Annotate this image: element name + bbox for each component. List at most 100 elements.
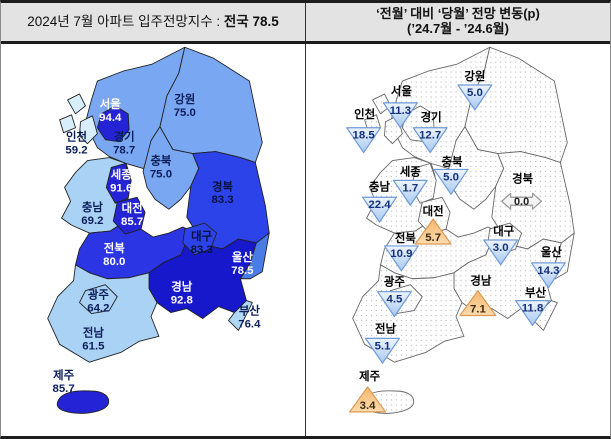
region-name-chungnam: 충남: [369, 179, 390, 193]
region-outline-chungbuk: [447, 126, 505, 210]
region-sejong: [105, 163, 132, 204]
change-value-gyeonggi: 12.7: [419, 130, 441, 142]
region-name-chungbuk: 충북: [442, 154, 463, 168]
region-label-ulsan: 울산: [232, 250, 253, 264]
left-map-panel: 경기 78.7 강원 75.0 충북 75.0 충남 69.2 경북 83.3 전북 80.0 경남 92…: [1, 44, 306, 436]
change-value-jeju: 3.4: [360, 400, 377, 412]
left-map-title: 2024년 7월 아파트 입주전망지수 : 전국 78.5: [1, 3, 306, 41]
region-value-gyeonggi: 78.7: [113, 145, 135, 157]
no-change-arrow-icon-gyeongbuk: [501, 192, 543, 210]
decrease-triangle-icon-chungnam: [362, 196, 398, 223]
change-value-sejong: 1.7: [402, 182, 418, 194]
region-label-gangwon: 강원: [174, 92, 195, 106]
region-label-chungbuk: 충북: [150, 153, 171, 167]
region-label-seoul: 서울: [100, 97, 121, 111]
decrease-triangle-icon-gyeonggi: [412, 127, 448, 154]
change-value-chungbuk: 5.0: [443, 171, 459, 183]
region-name-incheon: 인천: [354, 107, 375, 121]
region-label-chungnam: 충남: [82, 200, 103, 214]
decrease-triangle-icon-incheon: [346, 127, 382, 154]
region-label-sejong: 세종: [111, 167, 132, 181]
change-value-daejeon: 5.7: [425, 232, 441, 244]
increase-triangle-icon-daejeon: [414, 218, 452, 245]
region-name-jeju: 제주: [359, 369, 380, 383]
region-label-gyeongnam: 경남: [171, 280, 192, 294]
region-value-gwangju: 64.2: [87, 303, 109, 315]
right-map-panel: 18.5 인천 11.3 서울 12.7 경기 5.0 강원 5.0 충북 1.7 세종 22.4 충남 5…: [306, 44, 610, 436]
region-value-gyeongbuk: 83.3: [211, 194, 233, 206]
region-gwangju: [79, 284, 118, 314]
region-value-daejeon: 85.7: [121, 216, 143, 228]
region-ulsan: [239, 232, 270, 280]
region-label-jeonbuk: 전북: [104, 241, 125, 255]
change-value-seoul: 11.3: [390, 105, 412, 117]
region-incheon: [79, 115, 98, 145]
change-value-jeonnam: 5.1: [375, 340, 392, 352]
right-title-line1: ‘전월’ 대비 ‘당월’ 전망 변동(p): [376, 6, 540, 22]
change-value-busan: 11.8: [522, 303, 544, 315]
region-name-sejong: 세종: [400, 164, 421, 178]
region-name-gangwon: 강원: [464, 69, 485, 83]
region-name-daegu: 대구: [493, 224, 514, 238]
region-daejeon: [112, 196, 146, 235]
change-value-incheon: 18.5: [353, 130, 376, 142]
region-value-incheon: 59.2: [65, 145, 87, 157]
region-outline-daejeon: [417, 196, 451, 235]
region-label-gwangju: 광주: [88, 289, 109, 302]
region-jeonnam: [47, 264, 160, 363]
region-label-daegu: 대구: [191, 229, 212, 243]
map-area: 경기 78.7 강원 75.0 충북 75.0 충남 69.2 경북 83.3 전북 80.0 경남 92…: [1, 44, 610, 436]
decrease-triangle-icon-seoul: [382, 102, 418, 129]
decrease-triangle-icon-gangwon: [457, 84, 493, 111]
region-name-gyeonggi: 경기: [421, 110, 442, 124]
right-map-title: ‘전월’ 대비 ‘당월’ 전망 변동(p) (’24.7월 - ’24.6월): [306, 3, 610, 41]
decrease-triangle-icon-daegu: [483, 239, 519, 266]
header-row: 2024년 7월 아파트 입주전망지수 : 전국 78.5 ‘전월’ 대비 ‘당…: [1, 3, 610, 44]
region-name-jeonnam: 전남: [375, 321, 396, 335]
region-value-jeju: 85.7: [52, 383, 74, 395]
region-value-gangwon: 75.0: [174, 107, 196, 119]
region-label-jeju: 제주: [53, 368, 74, 382]
region-daegu: [182, 222, 218, 256]
region-outline-jeonnam: [352, 264, 465, 363]
region-value-chungbuk: 75.0: [150, 168, 172, 180]
region-value-gyeongnam: 92.8: [171, 295, 193, 307]
change-symbol-map: 18.5 인천 11.3 서울 12.7 경기 5.0 강원 5.0 충북 1.7 세종 22.4 충남 5…: [346, 46, 575, 414]
decrease-triangle-icon-ulsan: [530, 262, 566, 289]
left-title-national-value: 전국 78.5: [223, 14, 279, 30]
region-label-jeonnam: 전남: [83, 325, 104, 339]
region-name-jeonbuk: 전북: [395, 231, 416, 245]
change-value-gyeongnam: 7.1: [470, 304, 487, 316]
region-label-busan: 부산: [239, 304, 260, 318]
region-value-chungnam: 69.2: [81, 215, 103, 227]
region-incheon: [59, 114, 76, 134]
index-choropleth-map: 경기78.7강원75.0충북75.0충남69.2경북83.3전북80.0경남92…: [47, 46, 270, 414]
region-value-jeonnam: 61.5: [82, 340, 105, 352]
decrease-triangle-icon-sejong: [392, 179, 428, 206]
region-name-daejeon: 대전: [423, 204, 444, 218]
region-name-ulsan: 울산: [541, 245, 562, 259]
region-name-seoul: 서울: [391, 84, 412, 98]
region-value-busan: 76.4: [238, 318, 261, 330]
decrease-triangle-icon-gwangju: [376, 291, 412, 318]
decrease-triangle-icon-chungbuk: [433, 168, 469, 195]
left-title-prefix: 2024년 7월 아파트 입주전망지수 :: [27, 14, 224, 30]
change-value-gangwon: 5.0: [467, 87, 483, 99]
decrease-triangle-icon-busan: [515, 300, 550, 327]
right-title-line2: (’24.7월 - ’24.6월): [407, 21, 509, 36]
region-value-daegu: 83.3: [191, 244, 213, 256]
region-value-ulsan: 78.5: [231, 265, 254, 277]
decrease-triangle-icon-jeonnam: [365, 337, 400, 364]
increase-triangle-icon-jeju: [349, 386, 387, 413]
region-name-gyeongnam: 경남: [470, 274, 491, 288]
region-label-gyeonggi: 경기: [114, 130, 135, 144]
region-value-seoul: 94.4: [99, 112, 122, 124]
change-value-jeonbuk: 10.9: [390, 248, 412, 260]
region-name-gwangju: 광주: [384, 276, 405, 289]
region-value-jeonbuk: 80.0: [103, 256, 125, 268]
change-value-gyeongbuk: 0.0: [514, 196, 529, 208]
region-busan: [228, 300, 253, 331]
change-value-ulsan: 14.3: [537, 265, 559, 277]
region-name-busan: 부산: [525, 286, 546, 300]
